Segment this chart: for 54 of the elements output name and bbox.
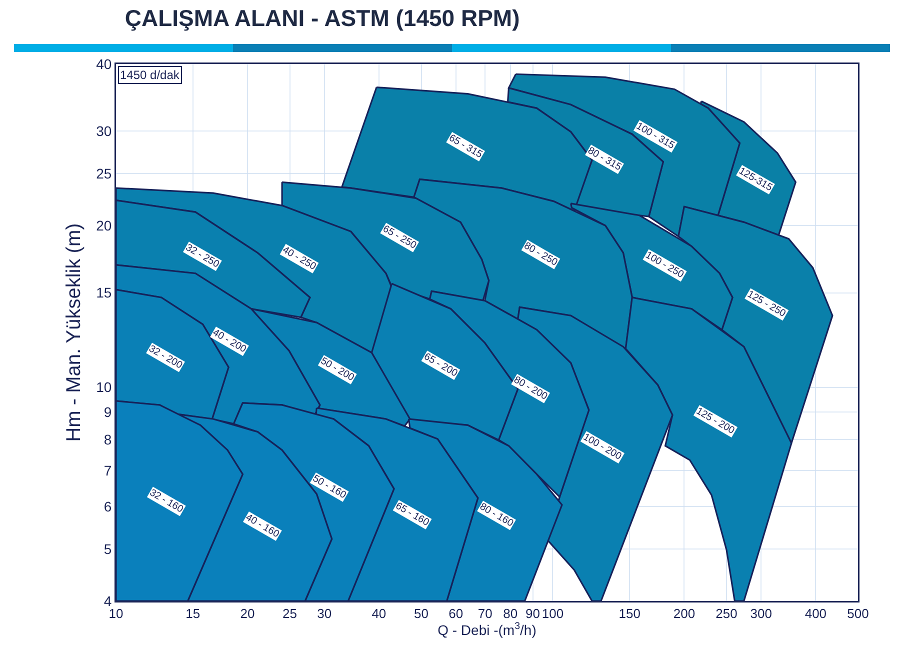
- series-label: 65 - 200: [422, 351, 460, 380]
- x-tick-label: 50: [414, 606, 428, 622]
- x-axis-title: Q - Debi -(m$^{3}$/h): [438, 621, 536, 638]
- y-tick-label: 20: [96, 218, 112, 234]
- y-tick-label: 15: [96, 284, 112, 301]
- series-label: 40 - 250: [280, 244, 318, 273]
- series-label: 32 - 160: [148, 487, 186, 516]
- x-tick-label: 150: [618, 606, 640, 622]
- series-label: 125 - 250: [745, 288, 788, 320]
- x-tick-label: 500: [847, 606, 869, 622]
- series-label: 50 - 200: [318, 356, 356, 384]
- series-label: 100 - 200: [581, 432, 624, 463]
- series-label: 65 - 315: [446, 132, 484, 161]
- series-label: 80 - 315: [586, 145, 624, 174]
- series-label: 100 - 315: [634, 120, 677, 152]
- y-tick-label: 6: [104, 498, 112, 514]
- chart-title: ÇALIŞMA ALANI - ASTM (1450 RPM): [124, 4, 520, 31]
- y-tick-label: 30: [96, 122, 112, 139]
- y-tick-label: 9: [104, 404, 112, 420]
- series-label: 100 - 250: [643, 250, 686, 281]
- y-tick-label: 40: [96, 56, 112, 72]
- x-tick-label: 200: [673, 606, 696, 622]
- y-tick-label: 8: [104, 431, 112, 448]
- x-tick-label: 400: [804, 606, 827, 622]
- y-tick-label: 10: [96, 379, 112, 396]
- x-tick-label: 20: [240, 606, 255, 622]
- y-axis-title: Hm - Man. Yükseklik (m): [62, 223, 85, 442]
- x-tick-label: 25: [282, 606, 298, 622]
- x-tick-label: 60: [448, 606, 464, 622]
- x-tick-label: 90: [526, 606, 540, 622]
- series-label: 50 - 160: [310, 473, 348, 502]
- series-label: 80 - 200: [512, 374, 550, 403]
- series-label: 125 - 200: [694, 406, 737, 437]
- series-label: 40 - 200: [210, 327, 248, 356]
- series-label: 40 - 160: [244, 512, 282, 540]
- series-label: 32 - 200: [146, 343, 184, 372]
- series-label: 80 - 160: [478, 501, 516, 530]
- y-tick-label: 7: [104, 462, 112, 478]
- y-tick-label: 5: [104, 540, 112, 557]
- annotation: 1450 d/dak: [120, 68, 180, 82]
- x-tick-label: 15: [186, 606, 200, 622]
- series-label: 65 - 250: [380, 224, 418, 252]
- y-tick-label: 4: [104, 592, 112, 609]
- series-label: 32 - 250: [184, 242, 222, 270]
- x-tick-label: 300: [750, 606, 772, 622]
- x-tick-label: 80: [503, 606, 518, 622]
- series-label: 80 - 250: [522, 240, 560, 269]
- series-label: 65 - 160: [394, 500, 432, 529]
- x-tick-label: 100: [542, 606, 564, 622]
- x-tick-label: 30: [317, 606, 332, 622]
- x-tick-label: 70: [478, 606, 492, 622]
- y-tick-label: 25: [96, 166, 112, 182]
- x-tick-label: 250: [716, 606, 738, 622]
- x-tick-label: 40: [372, 606, 386, 622]
